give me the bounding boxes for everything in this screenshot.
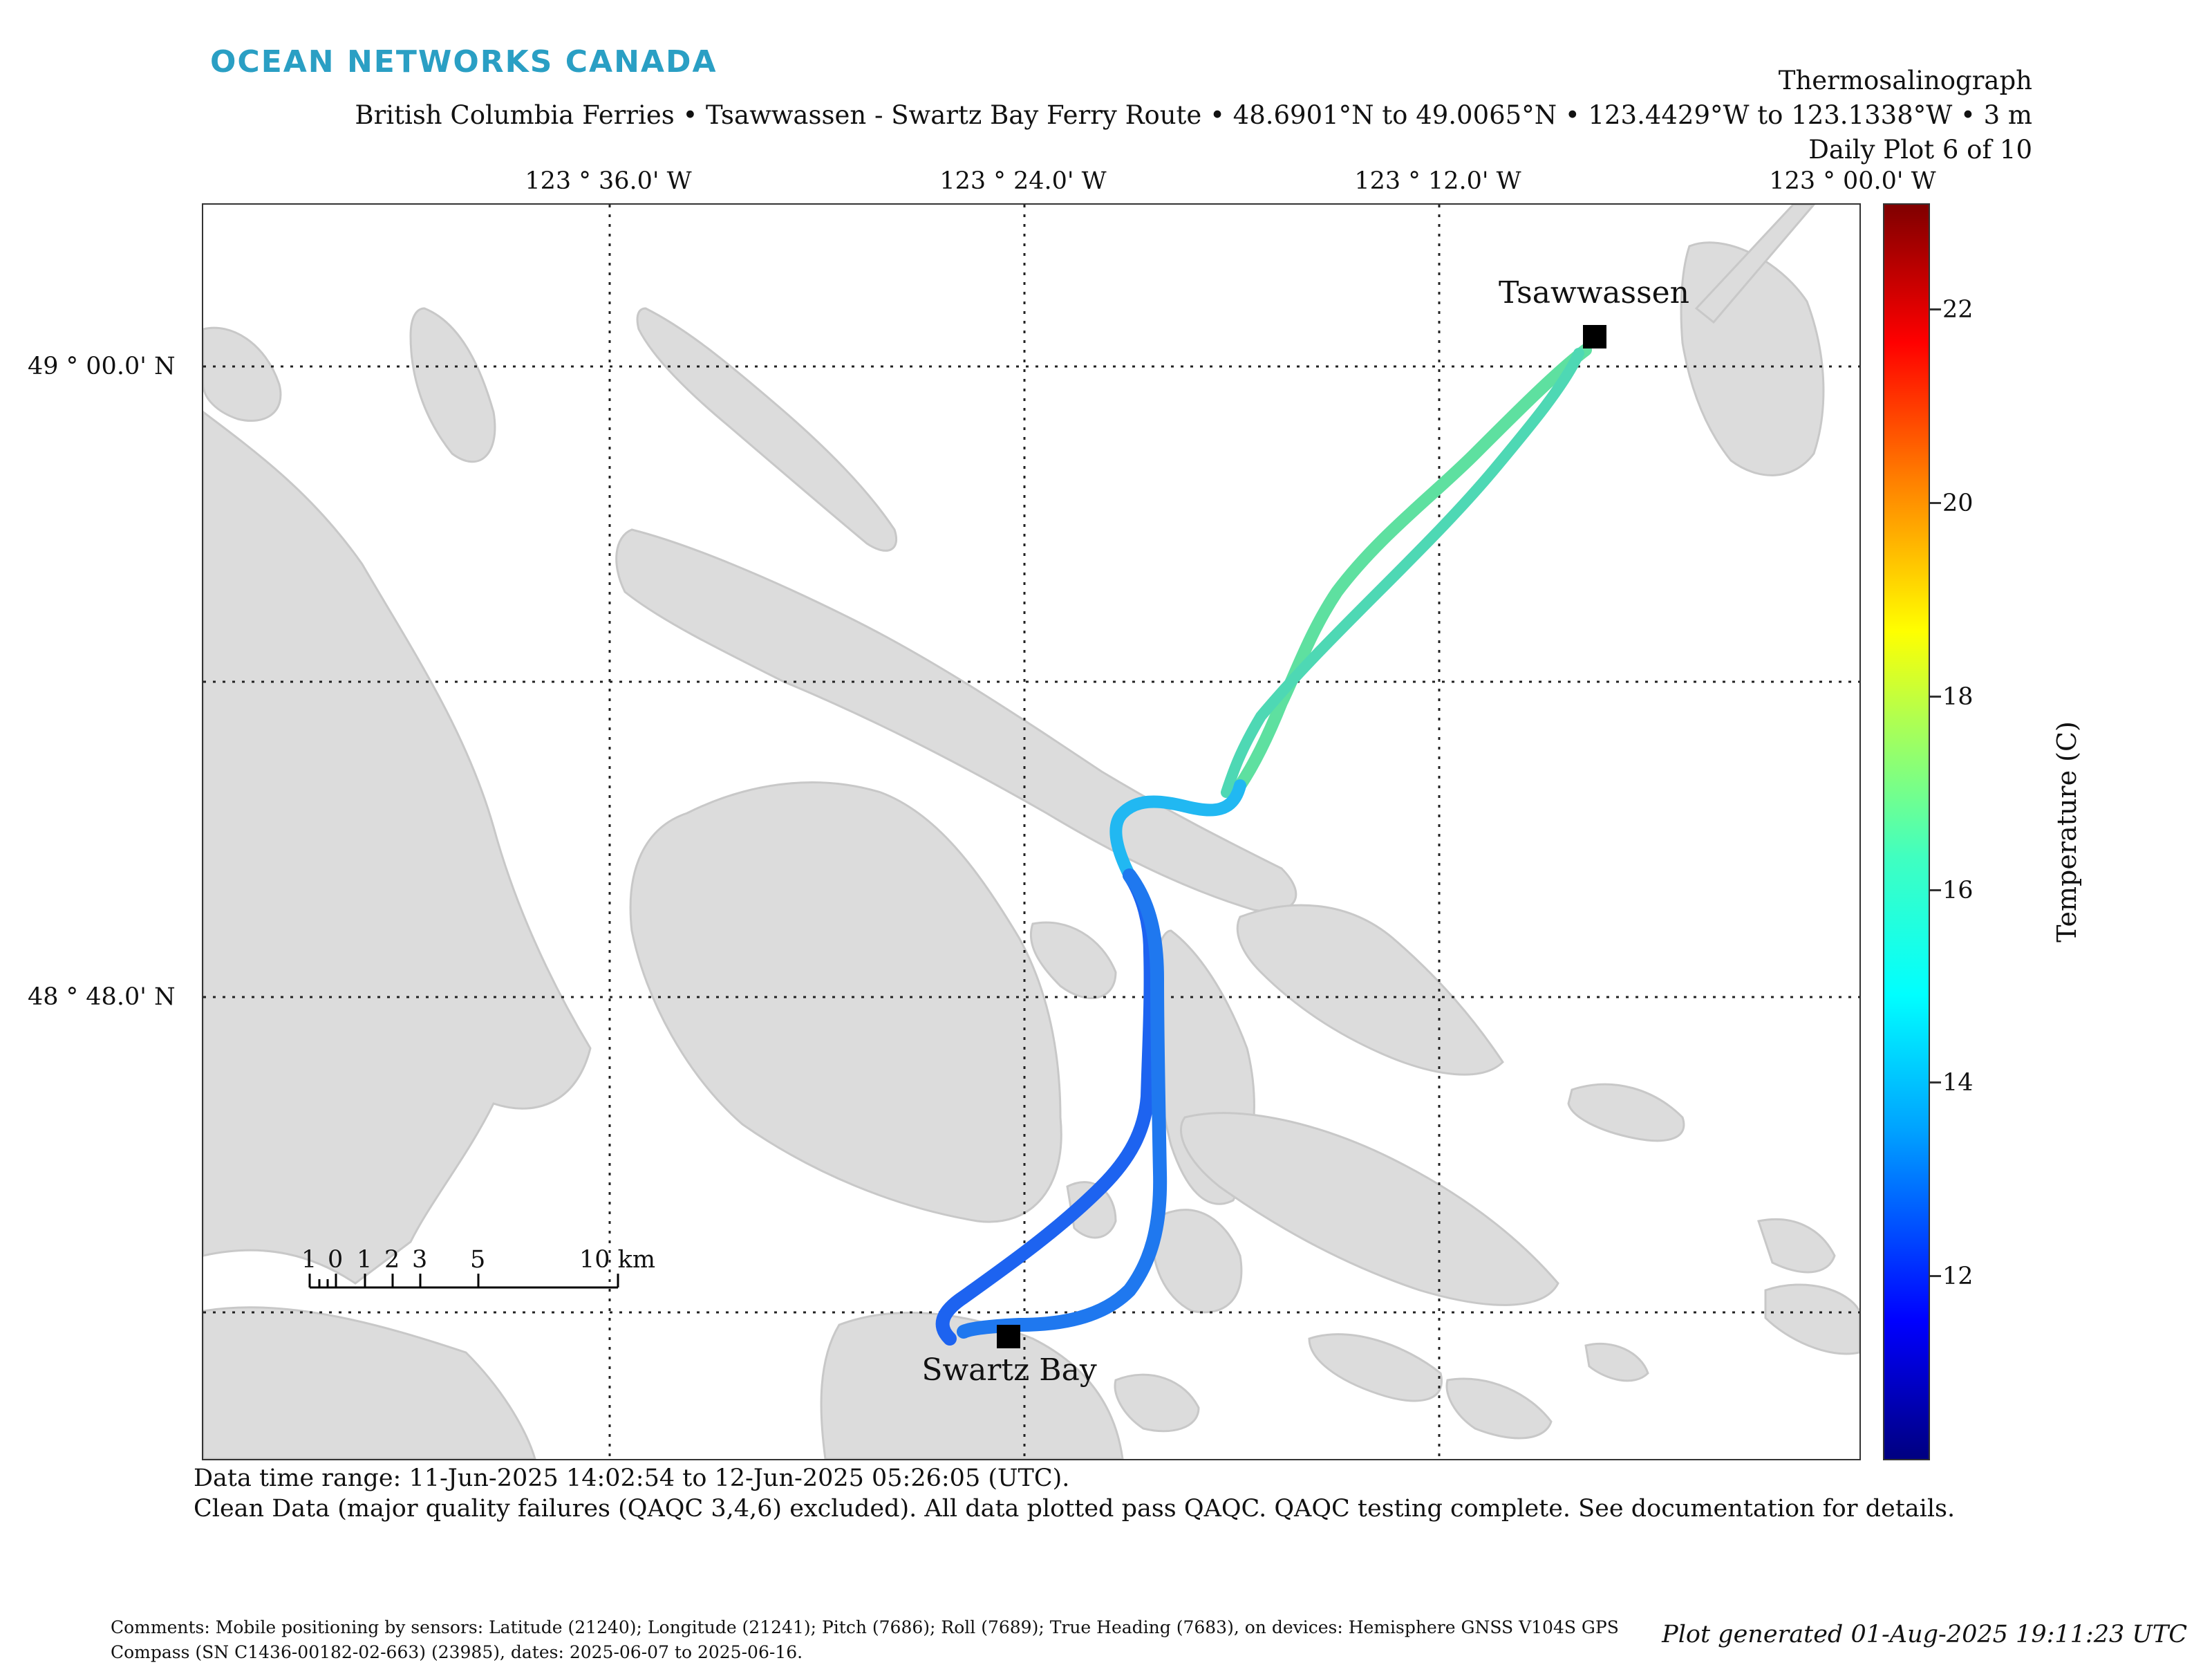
scale-bar <box>308 1274 619 1289</box>
map-svg <box>203 205 1859 1459</box>
land-sidney-island <box>1152 1209 1243 1314</box>
land-thetis-island <box>409 307 496 463</box>
scale-label: 2 <box>384 1246 400 1274</box>
qaqc-note: Clean Data (major quality failures (QAQC… <box>194 1495 1956 1523</box>
colorbar-tick-mark <box>1930 1275 1941 1277</box>
plot-title-block: Thermosalinograph British Columbia Ferri… <box>355 64 2032 167</box>
land-moresby-island <box>1308 1333 1443 1402</box>
brand-logo: OCEAN NETWORKS CANADA <box>210 44 718 80</box>
site-label-swartz-bay: Swartz Bay <box>921 1352 1097 1388</box>
site-label-tsawwassen: Tsawwassen <box>1498 275 1690 310</box>
land-salt-spring-island <box>629 781 1062 1223</box>
track-south-leg-east <box>957 868 1168 1339</box>
scale-label: 1 <box>357 1246 373 1274</box>
colorbar <box>1883 203 1930 1460</box>
colorbar-tick-label: 16 <box>1942 877 1974 904</box>
lon-tick-label: 123 ° 36.0' W <box>525 167 692 195</box>
land-d-arcy-island <box>1445 1377 1553 1440</box>
colorbar-tick-mark <box>1930 889 1941 891</box>
ferry-tracks <box>935 344 1592 1346</box>
track-north-outbound <box>1234 344 1592 792</box>
colorbar-tick-mark <box>1930 1081 1941 1083</box>
colorbar-tick-label: 12 <box>1942 1263 1974 1290</box>
track-north-return <box>1221 348 1584 798</box>
land-east-small-2 <box>1764 1283 1859 1355</box>
data-time-range: Data time range: 11-Jun-2025 14:02:54 to… <box>194 1464 1070 1492</box>
land-northwest-point <box>203 326 282 422</box>
scale-label: 10 km <box>579 1246 656 1274</box>
plot-generated-timestamp: Plot generated 01-Aug-2025 19:11:23 UTC <box>1662 1621 2187 1648</box>
land-valdes-island <box>636 307 898 552</box>
land-gooch-island <box>1066 1181 1117 1239</box>
land-tsawwassen-causeway <box>1694 205 1815 324</box>
colorbar-tick-mark <box>1930 502 1941 504</box>
track-passage <box>1109 779 1246 882</box>
lat-tick-label: 48 ° 48.0' N <box>28 983 176 1011</box>
colorbar-tick-label: 18 <box>1942 683 1974 711</box>
colorbar-tick-label: 14 <box>1942 1069 1974 1097</box>
land-mayne-island <box>1236 904 1504 1076</box>
scale-label: 0 <box>328 1246 344 1274</box>
scale-label: 3 <box>412 1246 428 1274</box>
colorbar-tick-label: 20 <box>1942 490 1974 517</box>
land-vancouver-island <box>203 411 592 1285</box>
colorbar-label: Temperature (C) <box>2052 721 2082 942</box>
land-swartz-peninsula <box>820 1312 1124 1459</box>
scale-label: 1 <box>301 1246 317 1274</box>
land-southwest <box>203 1306 536 1459</box>
terminal-marker-tsawwassen[interactable] <box>1583 325 1606 348</box>
land-piers-island <box>1114 1373 1200 1433</box>
colorbar-tick-label: 22 <box>1942 296 1974 324</box>
map-panel[interactable] <box>202 203 1861 1460</box>
scale-label: 5 <box>470 1246 486 1274</box>
land-masses <box>203 205 1859 1459</box>
colorbar-tick-mark <box>1930 696 1941 698</box>
terminal-marker-swartz-bay[interactable] <box>997 1325 1020 1348</box>
land-saturna-island <box>1179 1112 1559 1306</box>
land-prevost-island <box>1029 921 1117 999</box>
plot-index: Daily Plot 6 of 10 <box>1808 135 2032 165</box>
plot-subtitle: British Columbia Ferries • Tsawwassen - … <box>355 100 2032 130</box>
land-east-small-3 <box>1584 1342 1649 1382</box>
land-east-small-1 <box>1757 1218 1836 1274</box>
colorbar-tick-mark <box>1930 308 1941 310</box>
lon-tick-label: 123 ° 12.0' W <box>1354 167 1521 195</box>
lon-tick-label: 123 ° 24.0' W <box>939 167 1107 195</box>
plot-title: Thermosalinograph <box>1778 66 2032 95</box>
comments: Comments: Mobile positioning by sensors:… <box>111 1617 1619 1662</box>
lon-tick-label: 123 ° 00.0' W <box>1769 167 1936 195</box>
land-tumbo-island <box>1567 1083 1685 1142</box>
lat-tick-label: 49 ° 00.0' N <box>28 353 176 380</box>
